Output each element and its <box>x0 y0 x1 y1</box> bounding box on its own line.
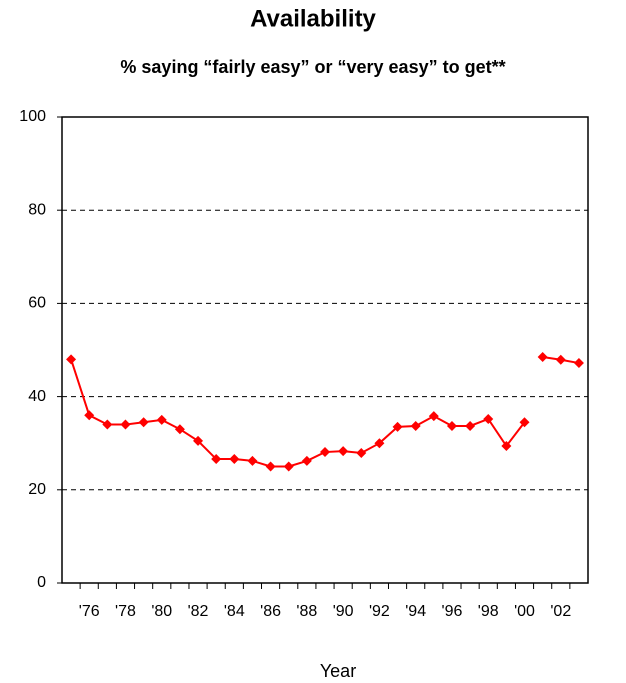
x-tick-label: '94 <box>405 603 426 620</box>
data-point <box>193 435 204 446</box>
x-tick-label: '82 <box>188 603 209 620</box>
data-point <box>229 454 240 465</box>
x-tick-label: '76 <box>79 603 100 620</box>
chart-title: Availability <box>250 5 376 32</box>
data-point <box>120 419 131 430</box>
data-point <box>102 419 113 430</box>
y-tick-label: 0 <box>37 574 46 591</box>
data-point <box>555 354 566 365</box>
x-tick-label: '78 <box>115 603 136 620</box>
x-tick-label: '98 <box>478 603 499 620</box>
data-point <box>66 354 77 365</box>
x-tick-label: '88 <box>296 603 317 620</box>
data-point <box>265 461 276 472</box>
data-point <box>84 410 95 421</box>
data-point <box>211 454 222 465</box>
data-point <box>374 438 385 449</box>
data-point <box>283 461 294 472</box>
data-point <box>519 417 530 428</box>
x-tick-label: '86 <box>260 603 281 620</box>
data-point <box>174 424 185 435</box>
data-point <box>428 411 439 422</box>
x-tick-label: '92 <box>369 603 390 620</box>
y-tick-label: 60 <box>28 295 46 312</box>
y-tick-label: 20 <box>28 481 46 498</box>
plot-frame <box>61 116 589 584</box>
data-point <box>573 358 584 369</box>
data-point <box>301 455 312 466</box>
data-point <box>138 417 149 428</box>
y-tick-label: 80 <box>28 201 46 218</box>
x-tick-label: '80 <box>151 603 172 620</box>
data-point <box>501 440 512 451</box>
x-tick-label: '90 <box>333 603 354 620</box>
data-line <box>70 359 526 468</box>
chart-subtitle: % saying “fairly easy” or “very easy” to… <box>120 57 505 77</box>
data-point <box>356 447 367 458</box>
data-point <box>446 420 457 431</box>
y-tick-label: 40 <box>28 388 46 405</box>
x-tick-label: '84 <box>224 603 245 620</box>
data-point <box>338 446 349 457</box>
data-point <box>537 351 548 362</box>
data-point <box>320 447 330 458</box>
data-point <box>410 420 421 431</box>
x-axis-label: Year <box>320 661 356 681</box>
data-point <box>483 413 494 424</box>
data-point <box>465 420 476 431</box>
data-point <box>156 414 167 425</box>
y-tick-label: 100 <box>19 108 46 125</box>
data-point <box>247 455 258 466</box>
x-tick-label: '96 <box>442 603 463 620</box>
data-point <box>392 421 403 432</box>
x-tick-label: '02 <box>550 603 571 620</box>
x-tick-label: '00 <box>514 603 535 620</box>
